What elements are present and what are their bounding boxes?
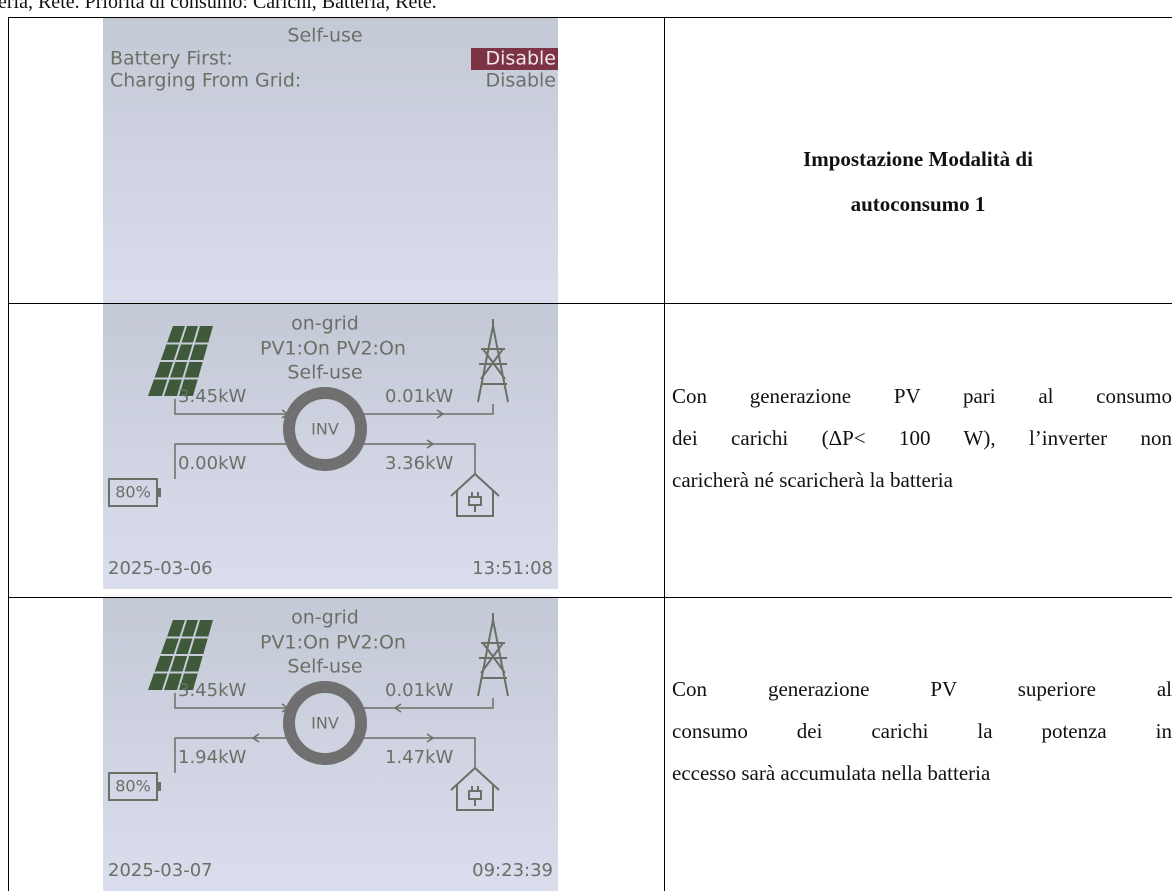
load-power: 1.47kW [385,747,454,768]
inverter-label: INV [311,420,339,439]
flow-arrow [426,439,435,449]
description-line: Con generazione PV superiore al [672,677,1172,701]
house-icon [450,766,500,811]
inverter-label: INV [311,714,339,733]
grid-tower-icon [477,613,509,697]
status-text: on-grid [291,313,359,335]
time-text: 09:23:39 [472,860,553,881]
flow-arrow [393,703,402,713]
screen-title: Self-use [287,25,362,47]
pv-status: PV1:On PV2:On [260,338,406,360]
battery-power: 0.00kW [178,453,247,474]
date-text: 2025-03-07 [108,860,213,881]
description-line: caricherà né scaricherà la batteria [672,468,953,492]
description-line: autoconsumo 1 [850,192,986,216]
battery-power: 1.94kW [178,747,247,768]
grid-tower-icon [477,319,509,403]
selection-highlight [471,48,558,70]
solar-panel-grid [177,325,200,397]
pv-status: PV1:On PV2:On [260,632,406,654]
battery-soc: 80% [115,777,151,796]
setting-value: Disable [486,48,556,70]
setting-label: Battery First: [110,48,233,70]
inverter-ring [283,681,367,765]
time-text: 13:51:08 [472,558,553,579]
grid-power: 0.01kW [385,386,454,407]
status-text: on-grid [291,607,359,629]
inverter-ring [283,387,367,471]
battery-terminal [157,488,161,497]
battery-terminal [157,782,161,791]
flow-line [174,399,494,479]
flow-arrow [436,409,445,419]
table-border [664,17,665,891]
solar-panel-grid [162,619,187,691]
description-line: eccesso sarà accumulata nella batteria [672,761,991,785]
pv-power: 3.45kW [178,386,247,407]
description: Impostazione Modalità di autoconsumo 1 [668,137,1168,227]
solar-panel-grid [177,619,200,691]
table-border [8,597,1172,598]
mode-text: Self-use [287,362,362,384]
setting-value: Disable [486,70,556,92]
date-text: 2025-03-06 [108,558,213,579]
mode-text: Self-use [287,656,362,678]
flow-arrow [426,733,435,743]
description: Con generazione PV superiore al consumo … [672,668,1172,794]
flow-line [174,693,494,773]
intro-text: eria, Rete. Priorità di consumo: Carichi… [0,0,437,13]
flow-arrow [251,733,260,743]
setting-label: Charging From Grid: [110,70,301,92]
lcd-screen: Self-use Battery First: Disable Charging… [103,18,558,303]
description-line: dei carichi (ΔP< 100 W), l’inverter non [672,426,1172,450]
battery-soc: 80% [115,483,151,502]
description-line: consumo dei carichi la potenza in [672,719,1172,743]
description-line: Con generazione PV pari al consumo [672,384,1172,408]
load-power: 3.36kW [385,453,454,474]
pv-power: 3.45kW [178,680,247,701]
table-border [8,303,1172,304]
description: Con generazione PV pari al consumo dei c… [672,375,1172,501]
description-line: Impostazione Modalità di [803,147,1033,171]
table-border [8,17,9,891]
solar-panel-grid [162,325,187,397]
house-icon [450,472,500,517]
grid-power: 0.01kW [385,680,454,701]
table-border [8,17,1172,18]
